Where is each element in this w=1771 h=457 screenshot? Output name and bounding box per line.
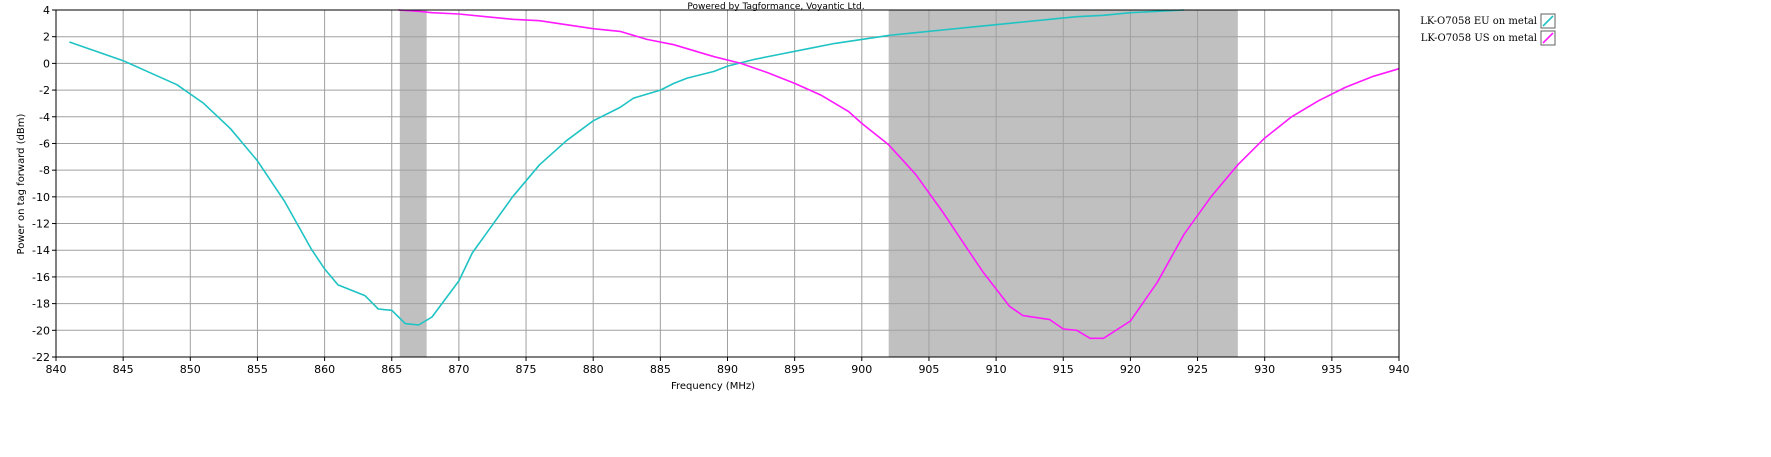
legend-label-1: LK-O7058 US on metal [1421,33,1537,44]
legend-label-0: LK-O7058 EU on metal [1420,16,1537,27]
x-tick-label: 880 [583,363,604,376]
y-tick-label: -12 [32,218,50,231]
x-tick-label: 920 [1120,363,1141,376]
gridlines [55,9,1400,358]
y-tick-label: -2 [39,84,50,97]
shaded-band-0 [399,10,427,357]
y-tick-label: 2 [43,31,50,44]
x-tick-label: 865 [381,363,402,376]
x-tick-label: 910 [986,363,1007,376]
y-tick-label: -20 [32,324,50,337]
x-tick-label: 840 [46,363,67,376]
y-tick-label: -14 [32,244,50,257]
series-line-0 [69,9,1185,326]
x-tick-label: 845 [113,363,134,376]
x-tick-label: 870 [448,363,469,376]
series-layer [69,9,1400,340]
y-axis-label: Power on tag forward (dBm) [16,113,27,254]
x-tick-label: 940 [1389,363,1410,376]
legend: LK-O7058 EU on metal LK-O7058 US on metal [1420,13,1556,46]
x-tick-label: 935 [1321,363,1342,376]
x-tick-label: 855 [247,363,268,376]
x-axis-label: Frequency (MHz) [671,381,755,392]
y-tick-label: 4 [43,4,50,17]
legend-swatch-0[interactable] [1540,13,1556,29]
x-tick-label: 885 [650,363,671,376]
y-tick-label: 0 [43,57,50,70]
x-tick-labels: 840 845 850 855 860 865 870 875 880 885 890 895 900 9… [46,357,1410,376]
x-tick-label: 860 [314,363,335,376]
x-tick-label: 895 [784,363,805,376]
x-tick-label: 905 [918,363,939,376]
x-tick-label: 900 [851,363,872,376]
y-tick-label: -4 [39,111,50,124]
x-tick-label: 850 [180,363,201,376]
y-tick-label: -18 [32,298,50,311]
x-tick-label: 915 [1053,363,1074,376]
x-tick-label: 890 [717,363,738,376]
x-tick-label: 925 [1187,363,1208,376]
y-tick-labels: 4 2 0 -2 -4 -6 -8 -10 -12 -14 -16 -18 -20 -22 [32,4,56,364]
chart-title: Powered by Tagformance, Voyantic Ltd. [687,2,864,12]
y-tick-label: -6 [39,137,50,150]
legend-swatch-1[interactable] [1540,30,1556,46]
y-tick-label: -8 [39,164,50,177]
y-tick-label: -16 [32,271,50,284]
y-tick-label: -22 [32,351,50,364]
series-line-1 [398,9,1400,340]
x-tick-label: 875 [516,363,537,376]
x-tick-label: 930 [1254,363,1275,376]
y-tick-label: -10 [32,191,50,204]
